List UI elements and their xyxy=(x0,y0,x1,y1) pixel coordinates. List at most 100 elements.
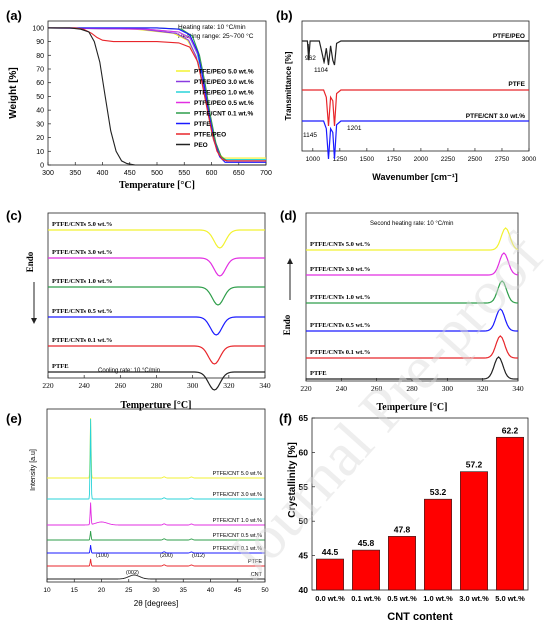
panel-a-y-tick-label: 30 xyxy=(36,121,44,128)
panel-c-tag: (c) xyxy=(6,208,22,223)
panel-a-legend-label: PEO xyxy=(194,142,208,149)
panel-e-series-line xyxy=(47,574,265,580)
panel-f-bar xyxy=(460,471,488,591)
panel-f-bar xyxy=(316,558,344,591)
panel-d-series-line xyxy=(306,227,519,251)
panel-a-legend-label: PTFE xyxy=(194,121,211,128)
panel-b-x-tick-label: 2000 xyxy=(414,156,429,163)
panel-b-x-tick-label: 1500 xyxy=(360,156,375,163)
panel-c-endo-arrowhead xyxy=(31,318,37,324)
panel-a-y-tick-label: 100 xyxy=(32,25,44,32)
panel-b-label-ptfe: PTFE xyxy=(508,81,525,88)
panel-f-x-tick-label: 1.0 wt.% xyxy=(423,594,453,603)
panel-f-bar-value-label: 47.8 xyxy=(394,524,411,534)
panel-d-series-label: PTFE/CNTs 5.0 wt.% xyxy=(310,241,370,248)
panel-f-y-tick-label: 50 xyxy=(299,516,309,526)
panel-c-xlabel: Temperture [°C] xyxy=(121,400,192,411)
panel-a-x-tick-label: 450 xyxy=(124,170,136,177)
panel-e-series-label: PTFE/CNT 0.5 wt.% xyxy=(213,533,263,539)
panel-b-label-ptfe-cnt: PTFE/CNT 3.0 wt.% xyxy=(466,113,525,120)
panel-c-note-cooling-rate: Cooling rate: 10 °C/min xyxy=(98,368,160,374)
panel-f-bar-value-label: 45.8 xyxy=(358,538,375,548)
panel-d-series-label: PTFE xyxy=(310,370,327,377)
panel-c-series-label: PTFE/CNTs 0.1 wt.% xyxy=(52,337,112,344)
panel-d-series-label: PTFE/CNTs 0.5 wt.% xyxy=(310,322,370,329)
panel-e-series-label: PTFE/CNT 0.1 wt.% xyxy=(213,546,263,552)
panel-e-peak-012: (012) xyxy=(192,553,205,559)
panel-a-y-tick-label: 80 xyxy=(36,53,44,60)
panel-b-tag: (b) xyxy=(276,8,293,23)
panel-b-peak-962: 962 xyxy=(305,55,316,62)
panel-c-x-tick-label: 340 xyxy=(259,381,271,390)
panel-d-series-line xyxy=(306,280,519,304)
panel-d-series-label: PTFE/CNTs 3.0 wt.% xyxy=(310,266,370,273)
panel-a-legend-label: PTFE/PEO 1.0 wt.% xyxy=(194,90,254,97)
panel-b-ylabel: Transmittance [%] xyxy=(284,51,293,120)
panel-b-x-tick-label: 2500 xyxy=(468,156,483,163)
panel-b-series-line xyxy=(302,89,529,127)
panel-f-y-tick-label: 65 xyxy=(299,413,309,423)
panel-b-x-tick-label: 3000 xyxy=(522,156,537,163)
panel-a-series-line xyxy=(48,27,266,166)
panel-c-series-label: PTFE/CNTs 5.0 wt.% xyxy=(52,221,112,228)
panel-b-x-tick-label: 1750 xyxy=(387,156,402,163)
panel-c-series-label: PTFE/CNTs 1.0 wt.% xyxy=(52,278,112,285)
panel-a-y-tick-label: 0 xyxy=(40,163,44,170)
panel-e-xlabel: 2θ [degrees] xyxy=(134,599,178,608)
panel-f-x-tick-label: 0.0 wt.% xyxy=(315,594,345,603)
panel-a-x-tick-label: 350 xyxy=(69,170,81,177)
panel-b-plot-area xyxy=(301,20,530,152)
panel-d-endo-arrowhead xyxy=(287,258,293,264)
panel-a-x-tick-label: 400 xyxy=(97,170,109,177)
panel-d-series-line xyxy=(306,356,518,380)
panel-c-series-line xyxy=(48,371,265,391)
panel-b-peak-1201: 1201 xyxy=(347,125,362,132)
panel-f-bar xyxy=(388,536,416,591)
panel-e-ylabel: Intensity [a.u] xyxy=(30,449,37,491)
panel-d-xlabel: Temperture [°C] xyxy=(377,402,448,413)
panel-f-ylabel: Crystallinity [%] xyxy=(287,442,298,518)
panel-e-x-tick-label: 10 xyxy=(43,587,51,594)
panel-e-series-label: PTFE xyxy=(248,559,262,565)
panel-a-legend-label: PTFE/CNT 0.1 wt.% xyxy=(194,111,253,118)
panel-d-note-heating-rate: Second heating rate: 10 °C/min xyxy=(370,221,453,227)
panel-e-series-label: PTFE/CNT 5.0 wt.% xyxy=(213,471,263,477)
panel-f-x-tick-label: 0.5 wt.% xyxy=(387,594,417,603)
panel-a-x-tick-label: 700 xyxy=(260,170,272,177)
panel-f-bar xyxy=(496,436,524,591)
panel-c-x-tick-label: 220 xyxy=(42,381,54,390)
panel-e-x-tick-label: 25 xyxy=(125,587,133,594)
panel-d-tag: (d) xyxy=(280,208,297,223)
panel-a-y-tick-label: 50 xyxy=(36,94,44,101)
panel-a-note-heating-rate: Heating rate: 10 °C/min xyxy=(178,23,246,31)
panel-f-bar-value-label: 62.2 xyxy=(502,425,519,435)
panel-a-x-tick-label: 550 xyxy=(178,170,190,177)
panel-d-x-tick-label: 300 xyxy=(442,384,454,393)
panel-a-x-tick-label: 500 xyxy=(151,170,163,177)
panel-f-x-tick-label: 3.0 wt.% xyxy=(459,594,489,603)
panel-d-x-tick-label: 280 xyxy=(406,384,418,393)
panel-a-legend-label: PTFE/PEO 5.0 wt.% xyxy=(194,69,254,76)
panel-f-y-tick-label: 55 xyxy=(299,482,309,492)
panel-c-series-line xyxy=(48,316,265,336)
panel-d-ylabel: Endo xyxy=(282,314,292,335)
panel-c-series-line xyxy=(48,229,265,249)
panel-e-peak-200: (200) xyxy=(160,553,173,559)
panel-e-x-tick-label: 45 xyxy=(234,587,242,594)
panel-a-note-heating-range: Heating range: 25~700 °C xyxy=(178,32,254,40)
panel-a-y-tick-label: 10 xyxy=(36,149,44,156)
panel-e-x-tick-label: 35 xyxy=(180,587,188,594)
panel-f-y-tick-label: 60 xyxy=(299,447,309,457)
panel-c-series-line xyxy=(48,345,265,365)
panel-b-series-line xyxy=(302,120,529,160)
panel-b-series-line xyxy=(302,40,529,66)
panel-f-y-tick-label: 40 xyxy=(299,585,309,595)
panel-c-plot-area xyxy=(47,212,266,379)
panel-d-series-line xyxy=(306,252,519,276)
panel-a-y-tick-label: 40 xyxy=(36,108,44,115)
panel-c-series-label: PTFE xyxy=(52,363,69,370)
panel-e-series-line xyxy=(47,558,265,567)
panel-d-x-tick-label: 240 xyxy=(336,384,348,393)
panel-e-x-tick-label: 50 xyxy=(261,587,269,594)
